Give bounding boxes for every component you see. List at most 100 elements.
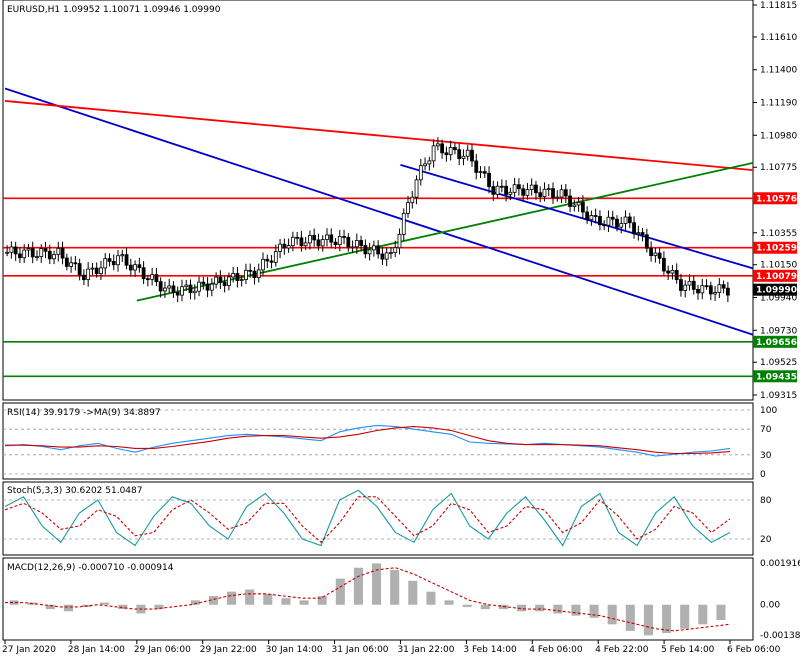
candle-body — [299, 237, 304, 247]
stoch-pane[interactable] — [2, 481, 754, 556]
candle-body — [517, 184, 521, 190]
candle-body — [73, 262, 78, 265]
candle-body — [150, 274, 155, 280]
price-pane[interactable] — [2, 0, 754, 401]
candle-body — [632, 222, 636, 235]
candle-body — [721, 284, 726, 289]
candle-body — [192, 290, 197, 294]
stoch-main-line — [4, 489, 731, 547]
level-tag-text: 1.09435 — [756, 372, 797, 382]
price-tick-label: 1.11400 — [760, 66, 797, 76]
candle-body — [384, 252, 389, 260]
candle-body — [555, 196, 560, 199]
level-tag-text: 1.10079 — [756, 272, 797, 282]
candle-body — [120, 254, 125, 257]
candle-body — [461, 155, 466, 159]
candle-body — [111, 260, 116, 266]
candle-body — [444, 152, 449, 156]
candle-body — [171, 285, 176, 293]
price-tick-label: 1.10355 — [760, 229, 797, 239]
candle-body — [691, 280, 696, 290]
candle-body — [128, 264, 133, 271]
candle-body — [423, 163, 427, 167]
price-tick-label: 1.09730 — [760, 326, 797, 336]
price-tick-label: 1.11610 — [760, 33, 797, 43]
candle-body — [209, 283, 214, 291]
level-tag — [753, 192, 797, 205]
stoch-level-label: 80 — [760, 496, 772, 506]
trendline[interactable] — [400, 164, 754, 270]
candle-body — [47, 250, 52, 260]
trendline[interactable] — [4, 87, 754, 336]
candle-body — [453, 147, 457, 151]
rsi-ma-line — [5, 426, 731, 455]
stoch-signal-line — [4, 496, 731, 544]
candle-body — [329, 234, 334, 243]
candle-body — [674, 269, 679, 281]
candle-body — [9, 246, 14, 253]
time-tick-label: 27 Jan 2020 — [2, 645, 56, 655]
candle-body — [248, 269, 253, 272]
candle-body — [704, 285, 709, 288]
candle-body — [316, 239, 321, 247]
candle-body — [376, 245, 381, 255]
candle-body — [602, 224, 607, 227]
candle-body — [435, 143, 440, 147]
candle-body — [205, 283, 210, 291]
candle-body — [18, 253, 22, 259]
candle-body — [708, 285, 713, 295]
candle-body — [657, 252, 662, 259]
candle-body — [406, 202, 410, 214]
candle-body — [431, 145, 436, 162]
candle-body — [69, 262, 73, 267]
candle-body — [580, 201, 585, 213]
candle-body — [495, 185, 500, 195]
candle-body — [239, 279, 244, 281]
candle-body — [77, 263, 82, 276]
rsi-header: RSI(14) 39.9179 ->MA(9) 34.8897 — [7, 408, 161, 418]
candle-body — [649, 247, 653, 256]
price-tick-label: 1.10150 — [760, 261, 797, 271]
candle-body — [504, 185, 508, 195]
candle-body — [286, 245, 291, 249]
candle-body — [542, 188, 547, 197]
rsi-pane[interactable] — [2, 402, 754, 480]
candle-body — [538, 192, 543, 197]
time-tick-label: 31 Jan 06:00 — [332, 645, 389, 655]
candle-body — [244, 269, 248, 280]
candle-body — [589, 215, 594, 221]
trendline[interactable] — [136, 162, 754, 302]
candle-body — [623, 216, 628, 224]
level-tag-text: 1.10576 — [756, 194, 797, 204]
candle-body — [218, 276, 223, 283]
macd-level-label: -0.001389 — [760, 631, 800, 641]
candle-body — [418, 165, 423, 181]
candle-body — [359, 240, 363, 246]
candle-body — [290, 236, 295, 247]
candle-body — [26, 248, 31, 251]
level-tag — [753, 335, 797, 348]
candle-body — [619, 223, 624, 228]
rsi-level-label: 0 — [760, 470, 766, 480]
candle-body — [363, 245, 368, 255]
trendline[interactable] — [4, 100, 754, 172]
candle-body — [465, 149, 470, 157]
candle-body — [585, 211, 590, 221]
candle-body — [141, 267, 146, 280]
candle-body — [103, 258, 108, 269]
candle-body — [354, 240, 359, 248]
candle-body — [572, 204, 577, 207]
rsi-level-label: 70 — [760, 425, 772, 435]
rsi-level-label: 100 — [760, 406, 777, 416]
candle-body — [180, 286, 184, 296]
candle-body — [295, 236, 300, 239]
candle-body — [269, 260, 274, 263]
candle-body — [606, 216, 611, 226]
candle-body — [167, 285, 172, 289]
candle-body — [265, 258, 270, 262]
candle-body — [346, 236, 351, 248]
time-tick-label: 28 Jan 14:00 — [68, 645, 125, 655]
candle-body — [563, 189, 568, 197]
candle-body — [278, 243, 282, 252]
